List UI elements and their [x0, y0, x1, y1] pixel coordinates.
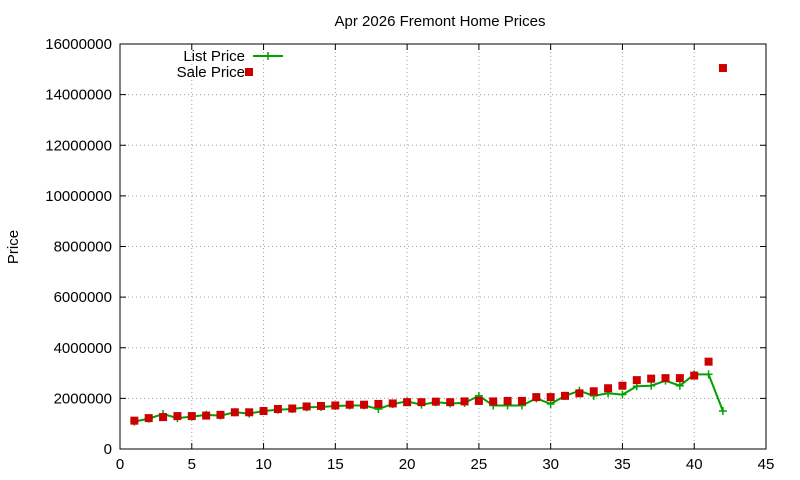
- chart-title: Apr 2026 Fremont Home Prices: [335, 13, 546, 30]
- sale-price-point: [517, 396, 526, 405]
- x-tick-label: 35: [614, 456, 631, 473]
- legend-swatch-square: [245, 68, 253, 76]
- sale-price-point: [604, 384, 613, 393]
- data-series: [130, 64, 727, 426]
- sale-price-point: [561, 391, 570, 400]
- axes: [119, 43, 767, 450]
- sale-price-point: [302, 402, 311, 411]
- x-tick-label: 30: [542, 456, 559, 473]
- sale-price-point: [202, 411, 211, 420]
- sale-price-series: [130, 64, 727, 425]
- x-tick-label: 15: [327, 456, 344, 473]
- y-tick-label: 12000000: [45, 137, 112, 154]
- sale-price-point: [144, 414, 153, 423]
- sale-price-point: [690, 371, 699, 380]
- sale-price-point: [316, 401, 325, 410]
- x-tick-label: 45: [758, 456, 775, 473]
- sale-price-point: [431, 397, 440, 406]
- sale-price-point: [546, 393, 555, 402]
- sale-price-point: [489, 397, 498, 406]
- sale-price-point: [503, 396, 512, 405]
- x-tick-label: 10: [255, 456, 272, 473]
- sale-price-point: [403, 398, 412, 407]
- y-tick-label: 14000000: [45, 87, 112, 104]
- list-price-point: [647, 381, 656, 390]
- y-tick-label: 16000000: [45, 36, 112, 53]
- sale-price-point: [446, 398, 455, 407]
- sale-price-point: [331, 401, 340, 410]
- sale-price-point: [173, 412, 182, 421]
- list-price-point: [675, 381, 684, 390]
- sale-price-point: [474, 396, 483, 405]
- sale-price-point: [245, 408, 254, 417]
- y-tick-label: 8000000: [54, 239, 112, 256]
- sale-price-point: [618, 381, 627, 390]
- sale-price-point: [288, 404, 297, 413]
- x-tick-label: 25: [471, 456, 488, 473]
- sale-price-point: [532, 393, 541, 402]
- sale-price-point: [718, 64, 727, 73]
- x-tick-label: 0: [116, 456, 124, 473]
- legend-label-list-price: List Price: [183, 48, 245, 65]
- sale-price-point: [216, 410, 225, 419]
- y-tick-label: 10000000: [45, 188, 112, 205]
- sale-price-point: [575, 389, 584, 398]
- sale-price-point: [360, 400, 369, 409]
- sale-price-point: [130, 416, 139, 425]
- sale-price-point: [259, 407, 268, 416]
- sale-price-point: [187, 412, 196, 421]
- list-price-point: [704, 370, 713, 379]
- y-tick-label: 2000000: [54, 390, 112, 407]
- sale-price-point: [675, 374, 684, 383]
- list-price-point: [546, 399, 555, 408]
- sale-price-point: [704, 357, 713, 366]
- sale-price-point: [647, 374, 656, 383]
- sale-price-point: [345, 400, 354, 409]
- y-axis-label: Price: [5, 230, 22, 264]
- sale-price-point: [230, 408, 239, 417]
- sale-price-point: [417, 398, 426, 407]
- legend-swatch-cross: [264, 52, 272, 60]
- sale-price-point: [273, 405, 282, 414]
- x-tick-label: 40: [686, 456, 703, 473]
- sale-price-point: [388, 399, 397, 408]
- x-tick-label: 20: [399, 456, 416, 473]
- legend-label-sale-price: Sale Price: [177, 64, 245, 81]
- sale-price-point: [159, 413, 168, 422]
- y-tick-label: 4000000: [54, 340, 112, 357]
- sale-price-point: [589, 387, 598, 396]
- y-tick-label: 0: [104, 441, 112, 458]
- sale-price-point: [632, 376, 641, 385]
- sale-price-point: [460, 397, 469, 406]
- sale-price-point: [374, 399, 383, 408]
- list-price-point: [618, 390, 627, 399]
- sale-price-point: [661, 374, 670, 383]
- grid-lines: [120, 44, 766, 449]
- x-tick-label: 5: [188, 456, 196, 473]
- list-price-point: [718, 407, 727, 416]
- tick-labels: 0 5 10 15 20 25 30 35 40 45 0 2000000 4000000 6000000…: [45, 36, 774, 473]
- y-tick-label: 6000000: [54, 289, 112, 306]
